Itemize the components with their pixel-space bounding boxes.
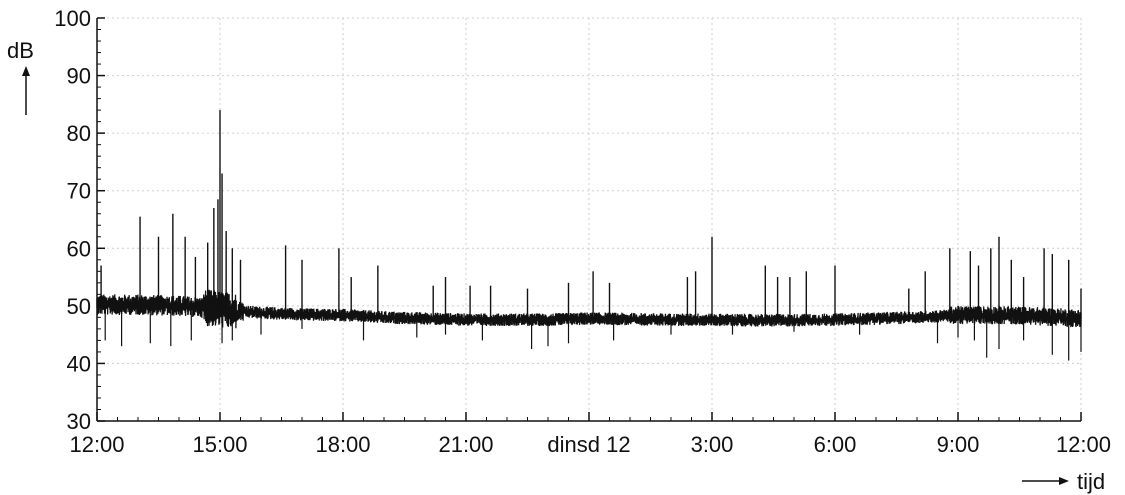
grid — [97, 17, 1082, 421]
x-tick-label: 12:00 — [69, 432, 124, 457]
y-tick-label: 30 — [67, 409, 91, 434]
y-tick-label: 80 — [67, 121, 91, 146]
x-tick-labels: 12:00 15:00 18:00 21:00 dinsd 12 3:00 6:00 9:00… — [69, 432, 1111, 457]
x-tick-label: 12:00 — [1056, 432, 1111, 457]
x-axis-label: tijd — [1077, 469, 1105, 494]
x-tick-label: 6:00 — [814, 432, 857, 457]
y-tick-label: 50 — [67, 294, 91, 319]
y-axis-arrowhead-icon — [22, 66, 30, 76]
axes — [96, 17, 1082, 422]
x-tick-label: 9:00 — [937, 432, 980, 457]
series-trace — [96, 110, 1082, 361]
x-axis-arrowhead-icon — [1059, 477, 1069, 485]
y-tick-label: 70 — [67, 179, 91, 204]
x-tick-label: 3:00 — [691, 432, 734, 457]
y-axis-title: dB — [7, 38, 34, 115]
y-tick-label: 100 — [54, 6, 91, 31]
x-tick-label: 21:00 — [438, 432, 493, 457]
x-tick-label: 15:00 — [192, 432, 247, 457]
x-axis-title: tijd — [1022, 469, 1105, 494]
x-tick-label: 18:00 — [315, 432, 370, 457]
y-tick-label: 40 — [67, 351, 91, 376]
x-tick-label: dinsd 12 — [547, 432, 630, 457]
y-tick-label: 90 — [67, 64, 91, 89]
y-tick-label: 60 — [67, 236, 91, 261]
y-axis-label: dB — [7, 38, 34, 63]
y-tick-labels: 30 40 50 60 70 80 90 100 — [54, 6, 91, 434]
